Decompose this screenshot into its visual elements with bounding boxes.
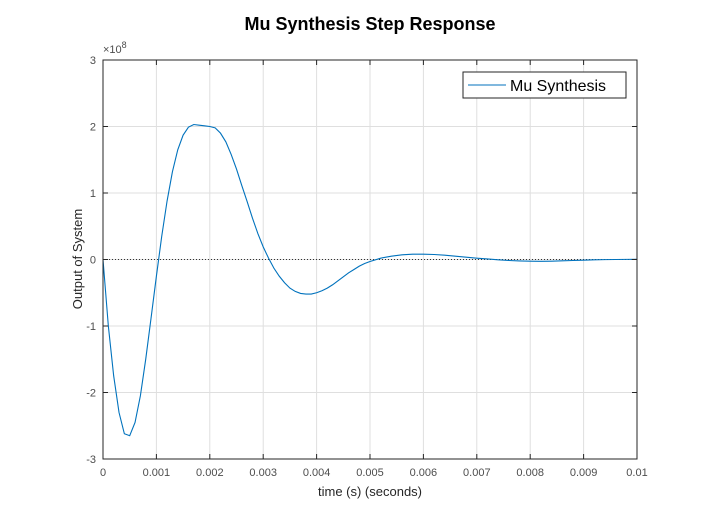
x-tick-label: 0.004 xyxy=(303,467,331,479)
x-tick-label: 0.001 xyxy=(143,467,171,479)
y-tick-label: -2 xyxy=(86,388,96,400)
x-axis-label: time (s) (seconds) xyxy=(318,484,422,499)
x-tick-label: 0.003 xyxy=(249,467,277,479)
y-tick-label: -3 xyxy=(86,454,96,466)
chart-title: Mu Synthesis Step Response xyxy=(244,14,495,34)
x-tick-labels: 0 0.001 0.002 0.003 0.004 0.005 0.006 0.007 0.00… xyxy=(100,467,648,479)
y-tick-label: -1 xyxy=(86,321,96,333)
x-tick-label: 0.006 xyxy=(410,467,438,479)
y-exponent-label: ×108 xyxy=(103,40,127,56)
series-line-mu-synthesis xyxy=(102,123,638,437)
y-tick-label: 3 xyxy=(90,55,96,67)
y-axis-label: Output of System xyxy=(70,209,85,309)
legend: Mu Synthesis xyxy=(462,71,627,99)
x-tick-label: 0 xyxy=(100,467,106,479)
x-tick-label: 0.002 xyxy=(196,467,224,479)
legend-label-mu-synthesis: Mu Synthesis xyxy=(510,78,606,95)
y-exponent-base: ×10 xyxy=(103,44,122,56)
tick-marks xyxy=(102,59,638,460)
y-tick-label: 2 xyxy=(90,122,96,134)
x-tick-label: 0.007 xyxy=(463,467,491,479)
x-tick-label: 0.005 xyxy=(356,467,384,479)
y-tick-labels: -3 -2 -1 0 1 2 3 xyxy=(86,55,96,466)
y-tick-label: 1 xyxy=(90,188,96,200)
x-tick-label: 0.01 xyxy=(626,467,647,479)
x-tick-label: 0.008 xyxy=(516,467,544,479)
y-tick-label: 0 xyxy=(90,255,96,267)
x-tick-label: 0.009 xyxy=(570,467,598,479)
y-exponent-power: 8 xyxy=(122,40,127,50)
